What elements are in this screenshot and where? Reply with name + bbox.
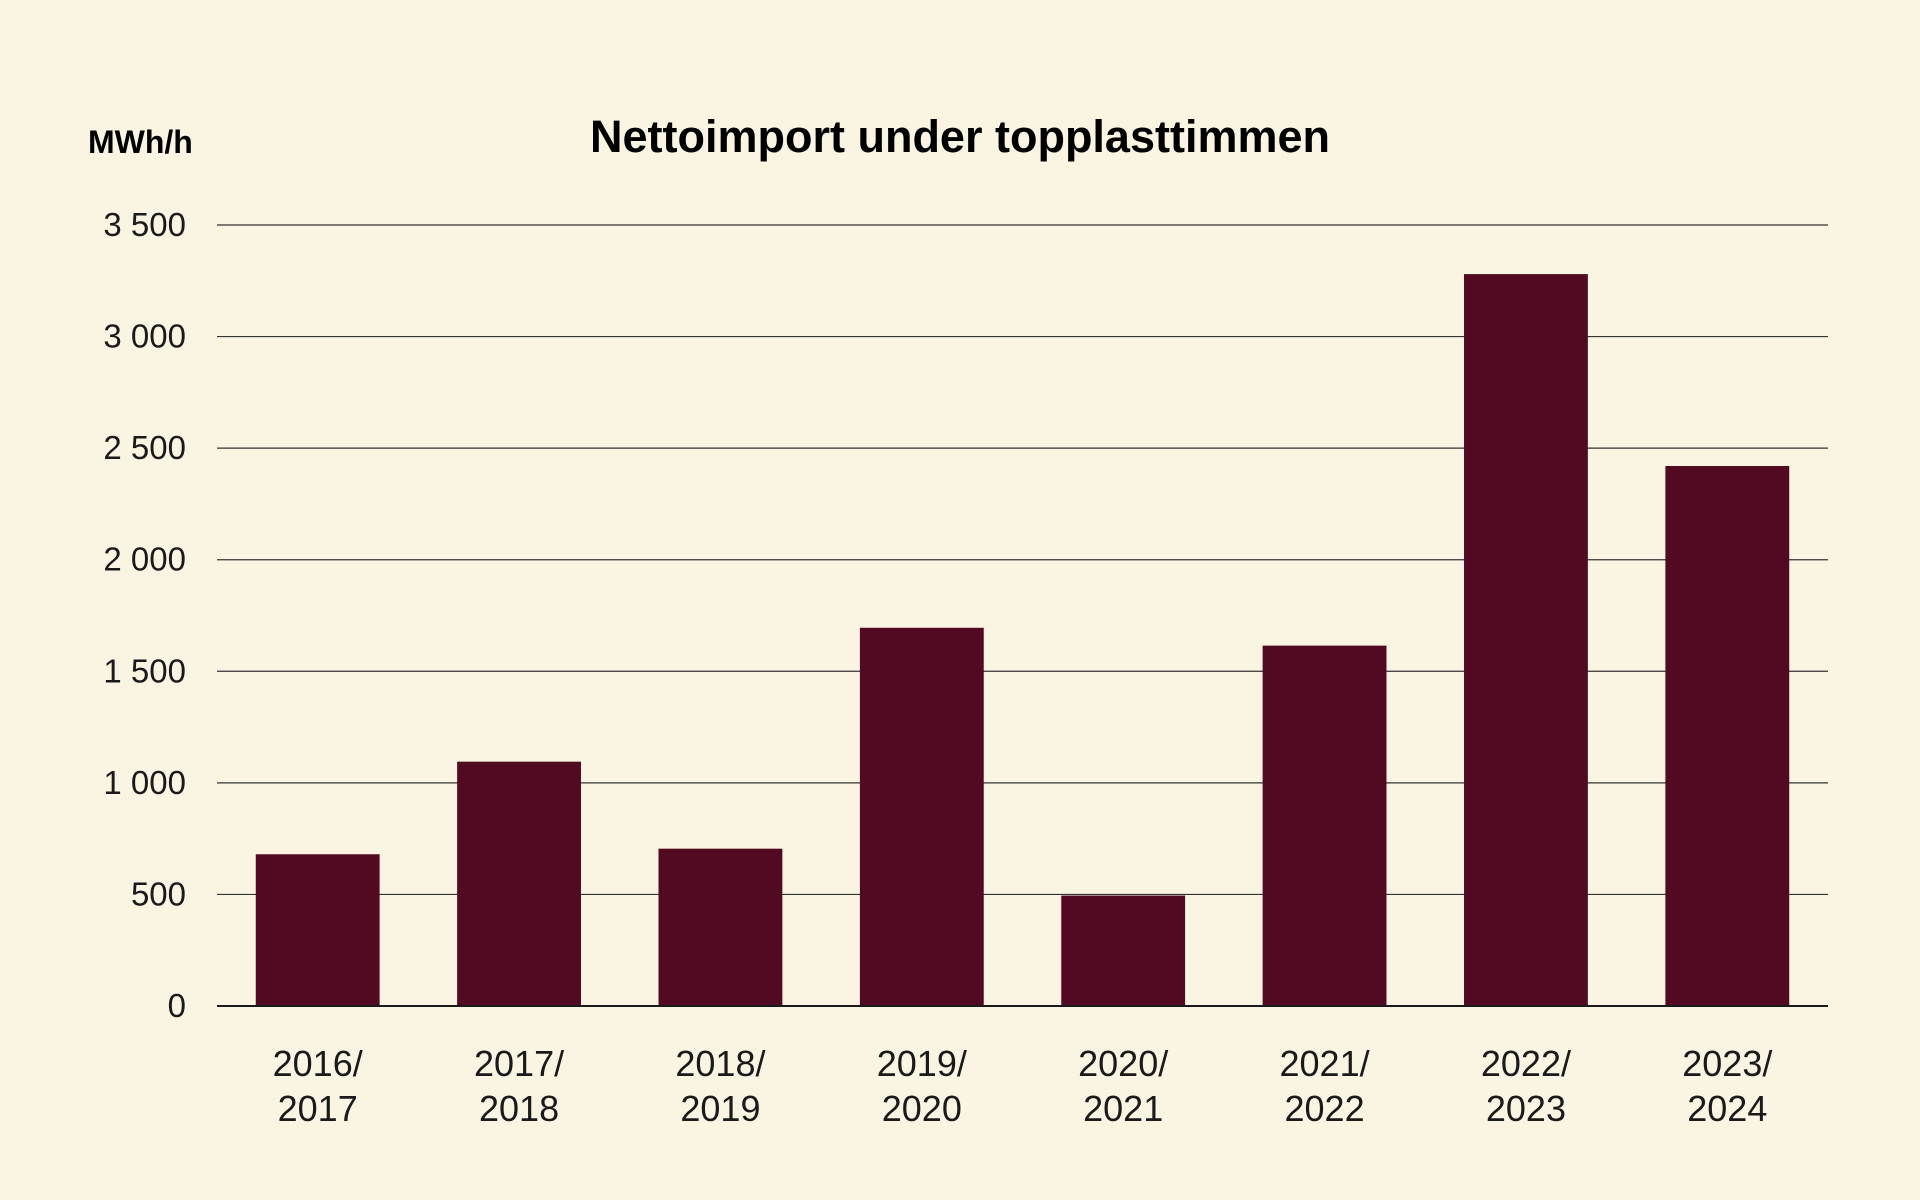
bar xyxy=(859,627,984,1006)
bar xyxy=(1464,274,1588,1006)
x-tick-label: 2019/ xyxy=(877,1043,967,1084)
x-tick-label: 2024 xyxy=(1687,1088,1767,1129)
bars xyxy=(255,274,1790,1007)
chart-title: Nettoimport under topplasttimmen xyxy=(590,111,1330,162)
bar xyxy=(1061,895,1186,1006)
y-tick-label: 3 500 xyxy=(103,206,186,243)
x-tick-label: 2018/ xyxy=(675,1043,765,1084)
x-tick-label: 2020 xyxy=(882,1088,962,1129)
x-tick-label: 2017 xyxy=(278,1088,358,1129)
y-tick-label: 500 xyxy=(131,875,186,912)
bar xyxy=(457,761,581,1006)
x-tick-label: 2023 xyxy=(1486,1088,1566,1129)
x-tick-label: 2023/ xyxy=(1682,1043,1772,1084)
y-tick-label: 1 000 xyxy=(103,764,186,801)
y-tick-label: 2 000 xyxy=(103,541,186,578)
y-axis-unit-label: MWh/h xyxy=(88,124,193,160)
bar xyxy=(1665,465,1790,1007)
bar xyxy=(255,854,380,1006)
x-tick-label: 2016/ xyxy=(273,1043,363,1084)
y-tick-label: 2 500 xyxy=(103,429,186,466)
y-tick-label: 0 xyxy=(168,987,186,1024)
x-tick-label: 2020/ xyxy=(1078,1043,1168,1084)
bar xyxy=(658,848,783,1006)
x-tick-label: 2021 xyxy=(1083,1088,1163,1129)
x-tick-label: 2018 xyxy=(479,1088,559,1129)
bar xyxy=(1262,645,1387,1006)
y-tick-label: 1 500 xyxy=(103,652,186,689)
x-tick-label: 2022 xyxy=(1285,1088,1365,1129)
x-tick-label: 2021/ xyxy=(1280,1043,1370,1084)
x-tick-label: 2022/ xyxy=(1481,1043,1571,1084)
x-tick-label: 2019 xyxy=(680,1088,760,1129)
axes: 0 500 1 000 1 500 2 000 2 500 3 000 3 500 2016/2… xyxy=(103,206,1828,1129)
y-tick-label: 3 000 xyxy=(103,318,186,355)
x-tick-label: 2017/ xyxy=(474,1043,564,1084)
